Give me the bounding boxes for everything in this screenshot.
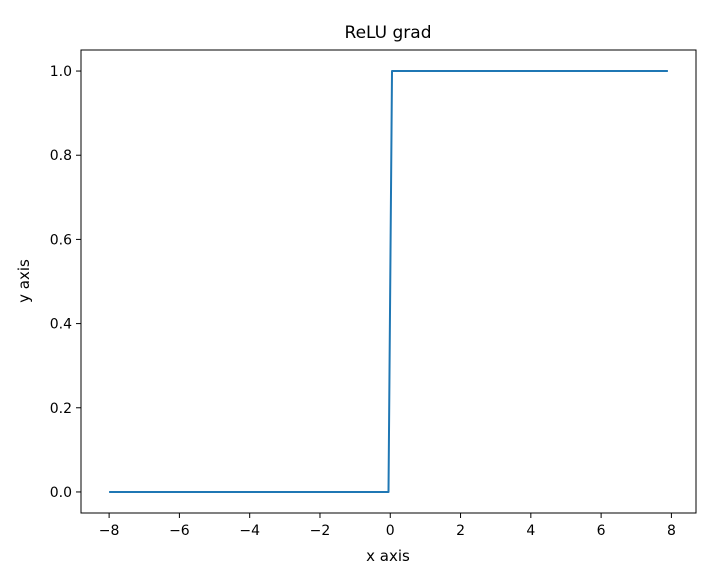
- y-tick-label: 1.0: [50, 64, 72, 80]
- x-axis: −8 −6 −4 −2 0 2 4 6 8: [99, 513, 676, 539]
- axes-frame: [80, 49, 697, 514]
- x-tick-label: 6: [597, 523, 606, 539]
- y-tick-label: 0.6: [50, 232, 72, 248]
- x-tick-label: 0: [386, 523, 395, 539]
- y-tick-label: 0.8: [50, 148, 72, 164]
- y-axis-label: y axis: [15, 259, 33, 303]
- x-tick-label: 8: [667, 523, 676, 539]
- series-group: [109, 70, 668, 493]
- y-axis: 0.0 0.2 0.4 0.6 0.8 1.0: [50, 64, 81, 501]
- x-tick-label: −2: [310, 523, 331, 539]
- x-axis-label: x axis: [366, 547, 410, 565]
- x-tick-label: −8: [99, 523, 120, 539]
- y-tick-label: 0.4: [50, 317, 72, 333]
- x-tick-label: −6: [169, 523, 190, 539]
- x-tick-label: 4: [526, 523, 535, 539]
- chart-title: ReLU grad: [345, 23, 432, 43]
- series-line-0: [109, 70, 668, 493]
- x-tick-label: −4: [239, 523, 260, 539]
- plot-area: [80, 49, 697, 514]
- x-tick-label: 2: [456, 523, 465, 539]
- y-tick-label: 0.0: [50, 485, 72, 501]
- y-tick-label: 0.2: [50, 401, 72, 417]
